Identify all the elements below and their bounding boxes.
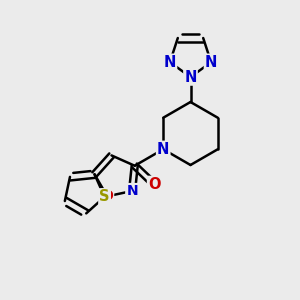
Text: N: N — [184, 70, 197, 85]
Text: N: N — [126, 184, 138, 198]
Text: N: N — [205, 55, 217, 70]
Text: S: S — [99, 189, 110, 204]
Text: N: N — [157, 142, 169, 157]
Text: O: O — [148, 177, 161, 192]
Text: N: N — [164, 55, 176, 70]
Text: O: O — [101, 189, 113, 203]
